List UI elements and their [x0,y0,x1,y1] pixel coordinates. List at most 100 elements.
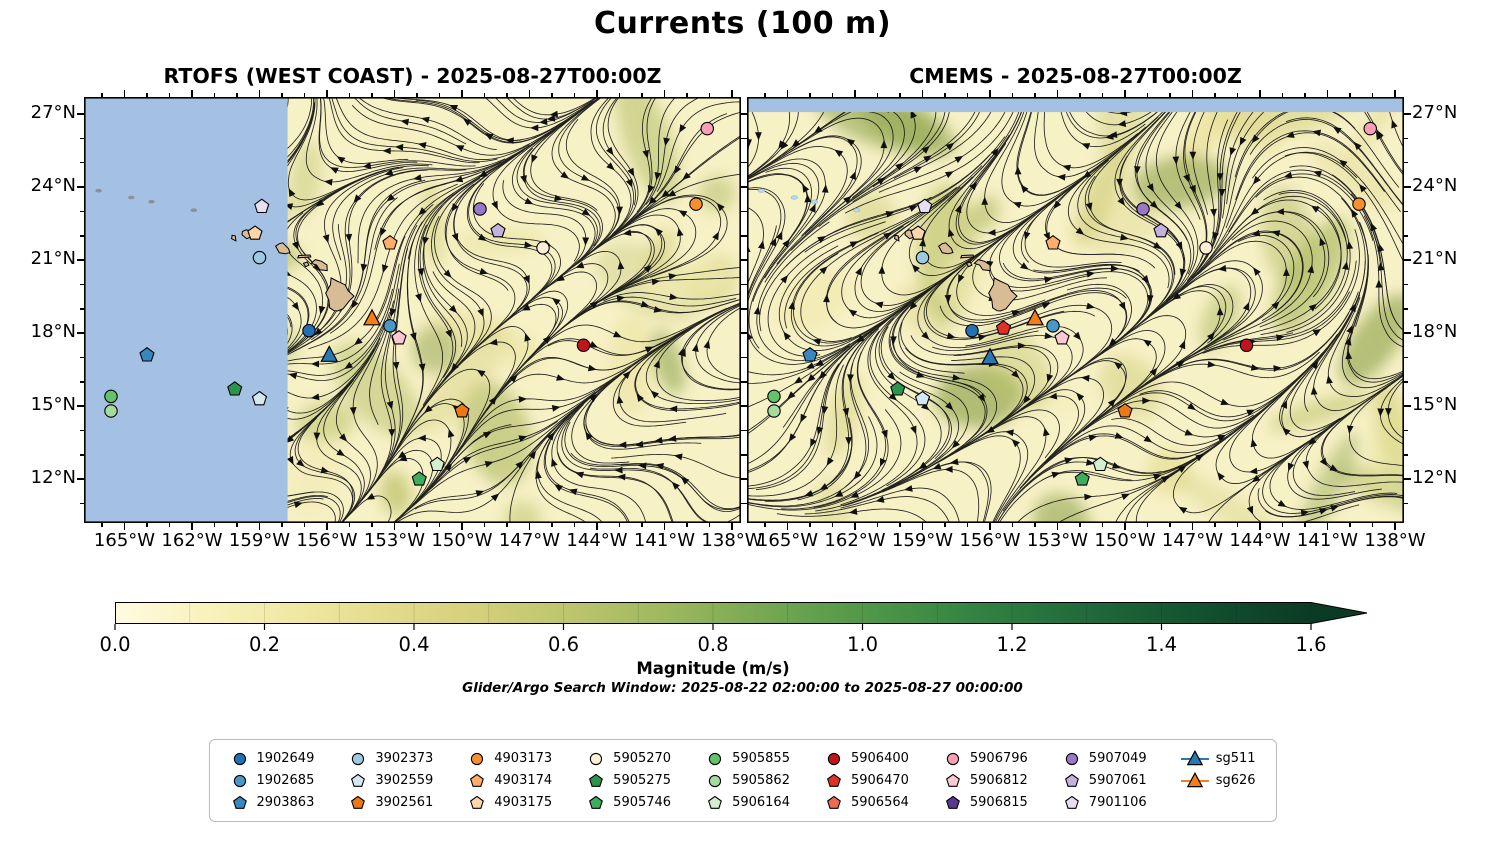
x-tick [551,93,553,97]
x-tick [348,93,351,97]
float-marker-5906400 [1239,338,1254,353]
legend-label: 5906815 [969,795,1028,810]
y-tick [1404,283,1408,286]
float-marker-4903173 [1352,197,1366,211]
y-tick [1404,161,1408,164]
y-tick [80,308,84,310]
circle-marker-icon [590,752,603,765]
legend-label: 5905855 [732,751,790,766]
x-tick [573,93,576,97]
x-tick [146,523,148,527]
x-tick [1281,523,1284,527]
x-tick [258,523,261,530]
x-tick [809,523,811,527]
legend-label: 7901106 [1088,795,1147,810]
legend-column: 3902373 3902559 3902561 [348,749,433,812]
x-tick [944,93,946,97]
y-tick [1404,381,1408,383]
x-tick [1326,523,1329,530]
x-tick [393,90,396,97]
x-tick [809,93,811,97]
x-tick [731,523,733,530]
x-tick-label: 156°W [959,530,1021,551]
legend-item-5905275: 5905275 [586,771,671,790]
x-tick [1011,93,1014,97]
float-marker-3902559 [251,390,268,406]
legend-label: 4903175 [494,795,553,810]
colorbar-tick-label: 1.4 [1145,633,1177,656]
legend-item-5906470: 5906470 [824,771,909,790]
y-tick [80,137,84,140]
x-tick [686,523,688,527]
rtofs-map-panel [84,97,741,523]
y-tick-label: 15°N [1412,394,1458,416]
legend-label: 3902373 [375,751,434,766]
x-tick [123,90,126,97]
colorbar-tick-label: 1.0 [846,633,878,656]
float-marker-5906812 [1054,330,1070,345]
x-tick [528,523,531,530]
x-tick-label: 156°W [296,530,358,551]
x-tick [663,523,666,530]
x-tick [618,93,621,97]
x-tick-label: 165°W [93,530,156,551]
y-tick [80,235,84,237]
x-tick [899,523,901,527]
x-tick [1191,523,1194,530]
y-tick [80,502,84,505]
triangle-marker-icon [1180,771,1209,787]
pentagon-marker-icon [827,773,841,787]
legend-label: 5905270 [613,751,672,766]
x-tick [213,93,216,97]
float-marker-sg511 [980,347,1000,365]
x-tick [168,523,171,527]
y-tick [743,161,747,164]
x-tick [966,523,969,527]
pentagon-marker-icon [1064,795,1079,809]
float-marker-4903173 [689,197,703,211]
y-tick [743,308,747,310]
cmems-panel-title: CMEMS - 2025-08-27T00:00Z [909,64,1242,88]
y-tick [77,259,84,261]
no-data-region [747,97,1404,113]
x-tick-label: 141°W [633,530,696,551]
x-tick [1304,93,1306,97]
x-tick [1259,90,1261,97]
y-tick-label: 27°N [1412,102,1458,124]
y-tick [743,235,747,237]
y-tick [740,478,747,480]
x-tick [191,90,193,97]
colorbar-tick-label: 0.2 [248,633,280,656]
x-tick [989,90,991,97]
circle-marker-icon [946,752,960,765]
x-tick [989,523,991,530]
y-tick [80,210,84,213]
y-tick [80,356,84,359]
y-tick [740,113,747,115]
float-marker-5905746 [1074,471,1090,486]
rtofs-panel-title: RTOFS (WEST COAST) - 2025-08-27T00:00Z [163,64,662,88]
y-tick [1404,308,1408,310]
x-tick [1349,523,1351,527]
y-tick [1404,186,1411,188]
legend-label: 5906796 [969,751,1028,766]
colorbar-tick-label: 0.4 [398,633,430,656]
float-marker-7901106 [917,198,933,214]
x-tick [168,93,171,97]
colorbar-tick-label: 0.8 [697,633,729,656]
pentagon-marker-icon [351,773,366,787]
float-marker-4903175 [247,225,263,240]
x-tick-label: 144°W [566,530,628,551]
float-marker-5905862 [104,404,118,418]
y-tick [77,478,84,480]
x-tick [146,93,148,97]
y-tick [743,283,747,286]
x-tick [1101,523,1104,527]
pentagon-marker-icon [232,795,247,809]
hawaiian-islands [894,229,1018,312]
float-marker-1902685 [1046,319,1060,333]
y-tick [80,283,84,286]
legend-label: 5905862 [732,773,790,788]
y-tick [77,332,84,334]
x-tick-label: 138°W [1364,530,1426,551]
